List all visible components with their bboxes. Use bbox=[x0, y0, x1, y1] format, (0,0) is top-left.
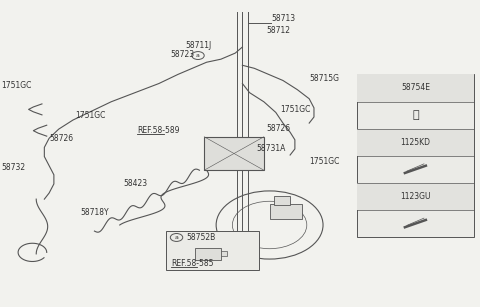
Text: a: a bbox=[196, 53, 200, 58]
Text: 58715G: 58715G bbox=[309, 75, 339, 84]
FancyBboxPatch shape bbox=[195, 248, 221, 260]
FancyBboxPatch shape bbox=[357, 74, 474, 102]
FancyBboxPatch shape bbox=[166, 231, 259, 270]
Text: 58754E: 58754E bbox=[401, 84, 430, 92]
Text: 1125KD: 1125KD bbox=[400, 138, 431, 147]
Text: REF.58-585: REF.58-585 bbox=[171, 259, 213, 268]
Text: 58726: 58726 bbox=[49, 134, 73, 143]
Text: 58712: 58712 bbox=[266, 26, 290, 35]
Text: 1751GC: 1751GC bbox=[281, 105, 311, 114]
FancyBboxPatch shape bbox=[275, 196, 289, 204]
Text: 1751GC: 1751GC bbox=[1, 80, 32, 90]
FancyBboxPatch shape bbox=[221, 251, 228, 256]
Text: 58732: 58732 bbox=[1, 163, 25, 172]
Text: 58726: 58726 bbox=[266, 124, 290, 133]
Text: 1751GC: 1751GC bbox=[309, 157, 339, 165]
Text: 58731A: 58731A bbox=[257, 144, 286, 154]
Text: 1123GU: 1123GU bbox=[400, 192, 431, 201]
Text: 1751GC: 1751GC bbox=[75, 111, 106, 120]
Text: 58752B: 58752B bbox=[186, 233, 216, 242]
Text: 58723: 58723 bbox=[171, 50, 195, 59]
FancyBboxPatch shape bbox=[357, 183, 474, 210]
Text: 58713: 58713 bbox=[271, 14, 295, 23]
FancyBboxPatch shape bbox=[357, 74, 474, 237]
Text: 58711J: 58711J bbox=[185, 41, 211, 50]
Text: REF.58-589: REF.58-589 bbox=[137, 126, 180, 135]
FancyBboxPatch shape bbox=[357, 129, 474, 156]
FancyBboxPatch shape bbox=[204, 137, 264, 170]
Text: 58423: 58423 bbox=[123, 179, 147, 188]
Text: Ⓑ: Ⓑ bbox=[412, 110, 419, 120]
Text: a: a bbox=[175, 235, 179, 240]
FancyBboxPatch shape bbox=[270, 204, 302, 219]
Text: 58718Y: 58718Y bbox=[80, 208, 109, 217]
